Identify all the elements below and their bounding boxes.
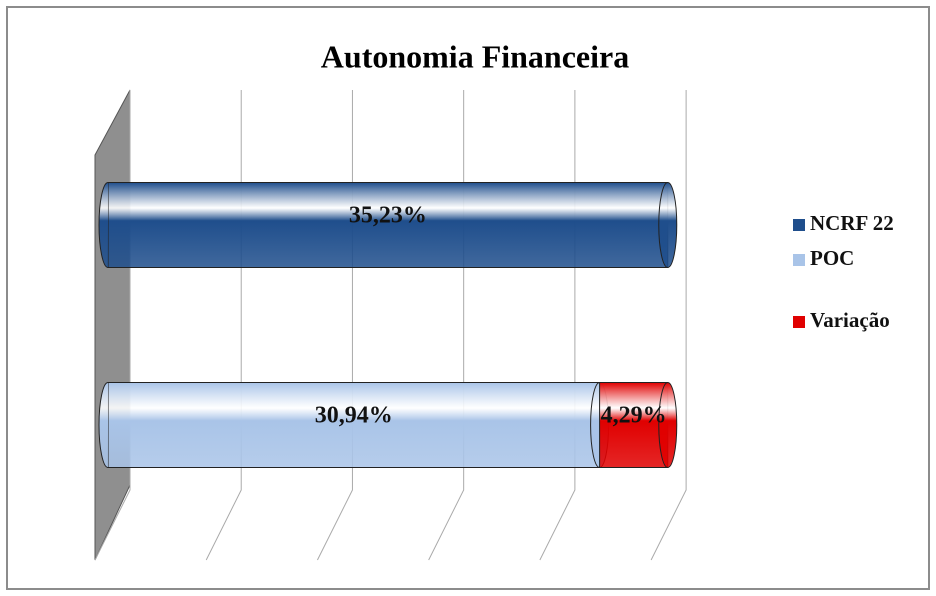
grid-line bbox=[650, 90, 687, 561]
bar bbox=[599, 382, 678, 468]
chart-title: Autonomia Financeira bbox=[321, 38, 629, 74]
data-label: 30,94% bbox=[315, 403, 393, 429]
chart-frame bbox=[6, 6, 930, 590]
legend-swatch bbox=[793, 316, 805, 328]
bar bbox=[98, 182, 678, 268]
data-label: 35,23% bbox=[349, 203, 427, 229]
data-label: 4,29% bbox=[601, 403, 667, 429]
legend-label: Variação bbox=[810, 308, 890, 332]
legend-label: POC bbox=[810, 246, 854, 270]
legend-label: NCRF 22 bbox=[810, 211, 894, 235]
back-wall bbox=[94, 89, 131, 561]
legend-swatch bbox=[793, 254, 805, 266]
legend-swatch bbox=[793, 219, 805, 231]
